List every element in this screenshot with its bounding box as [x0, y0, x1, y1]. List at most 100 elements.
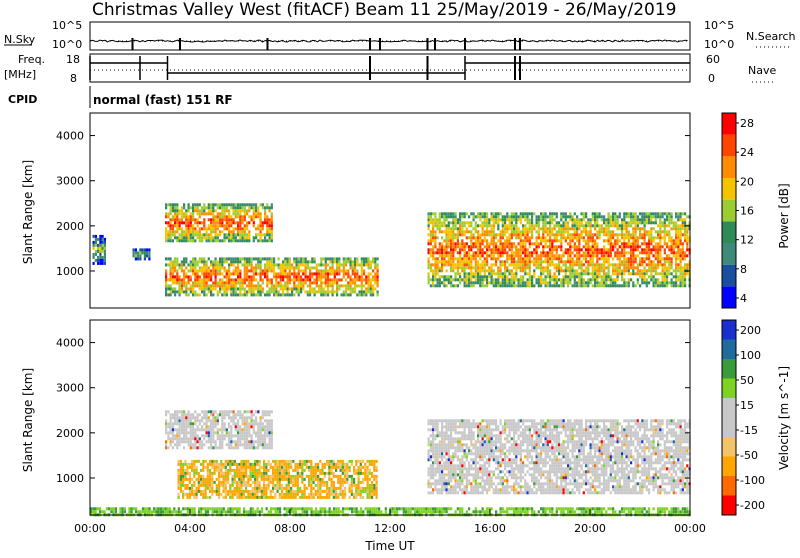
echo-cell — [181, 278, 183, 281]
echo-cell — [497, 257, 499, 260]
echo-cell — [549, 233, 551, 236]
echo-cell — [377, 290, 379, 293]
echo-cell — [190, 284, 192, 287]
echo-cell — [574, 224, 576, 227]
echo-cell — [274, 478, 276, 481]
echo-cell — [221, 437, 223, 440]
echo-cell — [245, 466, 247, 469]
echo-cell — [102, 241, 104, 244]
echo-cell — [468, 260, 470, 263]
echo-cell — [257, 434, 259, 437]
echo-cell — [225, 493, 227, 496]
echo-cell — [269, 428, 271, 431]
echo-cell — [329, 266, 331, 269]
echo-cell — [278, 266, 280, 269]
echo-cell — [247, 493, 249, 496]
echo-cell — [228, 224, 230, 227]
echo-cell — [655, 212, 657, 215]
echo-cell — [551, 278, 553, 281]
echo-cell — [590, 254, 592, 257]
echo-cell — [605, 239, 607, 242]
echo-cell — [205, 460, 207, 463]
echo-cell — [165, 275, 167, 278]
echo-cell — [583, 215, 585, 218]
echo-cell — [189, 466, 191, 469]
echo-cell — [533, 251, 535, 254]
echo-cell — [251, 266, 253, 269]
echo-cell — [215, 284, 217, 287]
echo-cell — [199, 284, 201, 287]
echo-cell — [266, 425, 268, 428]
echo-cell — [547, 230, 549, 233]
echo-cell — [197, 293, 199, 296]
echo-cell — [237, 410, 239, 413]
echo-cell — [253, 266, 255, 269]
echo-cell — [192, 227, 194, 230]
echo-cell — [493, 284, 495, 287]
echo-cell — [549, 278, 551, 281]
echo-cell — [599, 212, 601, 215]
echo-cell — [296, 263, 298, 266]
echo-cell — [228, 233, 230, 236]
echo-cell — [320, 293, 322, 296]
echo-cell — [370, 281, 372, 284]
echo-cell — [228, 272, 230, 275]
echo-cell — [659, 272, 661, 275]
echo-cell — [644, 224, 646, 227]
echo-cell — [623, 278, 625, 281]
echo-cell — [200, 478, 202, 481]
echo-cell — [668, 266, 670, 269]
echo-cell — [239, 230, 241, 233]
echo-cell — [305, 290, 307, 293]
echo-cell — [352, 272, 354, 275]
echo-cell — [214, 490, 216, 493]
echo-cell — [102, 250, 104, 253]
echo-cell — [686, 245, 688, 248]
echo-cell — [518, 263, 520, 266]
echo-cell — [502, 215, 504, 218]
echo-cell — [260, 428, 262, 431]
echo-cell — [318, 287, 320, 290]
echo-cell — [236, 475, 238, 478]
echo-cell — [203, 434, 205, 437]
echo-cell — [172, 431, 174, 434]
echo-cell — [461, 269, 463, 272]
echo-cell — [201, 233, 203, 236]
echo-cell — [558, 269, 560, 272]
echo-cell — [219, 239, 221, 242]
echo-cell — [174, 224, 176, 227]
echo-cell — [457, 263, 459, 266]
echo-cell — [262, 269, 264, 272]
echo-cell — [183, 281, 185, 284]
echo-cell — [504, 272, 506, 275]
echo-cell — [605, 224, 607, 227]
echo-cell — [221, 257, 223, 260]
echo-cell — [682, 284, 684, 287]
echo-cell — [293, 293, 295, 296]
echo-cell — [479, 215, 481, 218]
echo-cell — [291, 287, 293, 290]
echo-cell — [203, 278, 205, 281]
echo-cell — [536, 257, 538, 260]
echo-cell — [446, 284, 448, 287]
echo-cell — [671, 257, 673, 260]
echo-cell — [262, 446, 264, 449]
echo-cell — [477, 281, 479, 284]
echo-cell — [524, 215, 526, 218]
echo-cell — [295, 469, 297, 472]
echo-cell — [224, 260, 226, 263]
echo-cell — [176, 422, 178, 425]
echo-cell — [165, 206, 167, 209]
echo-cell — [194, 257, 196, 260]
echo-cell — [293, 281, 295, 284]
echo-cell — [182, 472, 184, 475]
echo-cell — [219, 443, 221, 446]
echo-cell — [563, 227, 565, 230]
echo-cell — [439, 269, 441, 272]
echo-cell — [446, 233, 448, 236]
echo-cell — [263, 487, 265, 490]
echo-cell — [318, 284, 320, 287]
echo-cell — [486, 260, 488, 263]
echo-cell — [206, 236, 208, 239]
echo-cell — [540, 254, 542, 257]
